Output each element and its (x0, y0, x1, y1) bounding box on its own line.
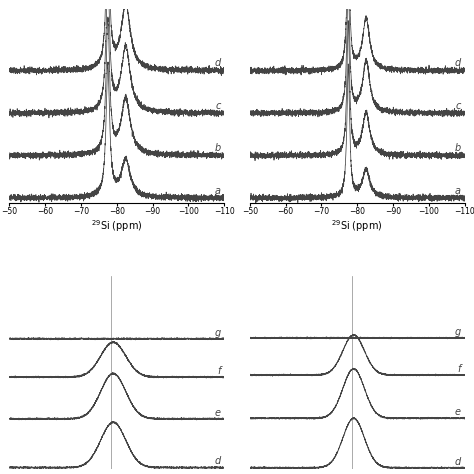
Text: b: b (455, 143, 461, 153)
Text: c: c (215, 101, 220, 111)
Text: a: a (215, 186, 220, 196)
Text: f: f (217, 366, 220, 376)
Text: g: g (455, 327, 461, 337)
Text: g: g (214, 328, 220, 337)
Text: d: d (214, 456, 220, 466)
Text: c: c (456, 101, 461, 111)
Text: d: d (455, 457, 461, 467)
Text: b: b (214, 143, 220, 153)
X-axis label: $^{29}$Si (ppm): $^{29}$Si (ppm) (91, 219, 143, 235)
Text: a: a (455, 186, 461, 196)
Text: d: d (214, 58, 220, 68)
Text: f: f (457, 364, 461, 374)
X-axis label: $^{29}$Si (ppm): $^{29}$Si (ppm) (331, 219, 383, 235)
Text: e: e (455, 407, 461, 417)
Text: e: e (215, 408, 220, 418)
Text: d: d (455, 58, 461, 68)
